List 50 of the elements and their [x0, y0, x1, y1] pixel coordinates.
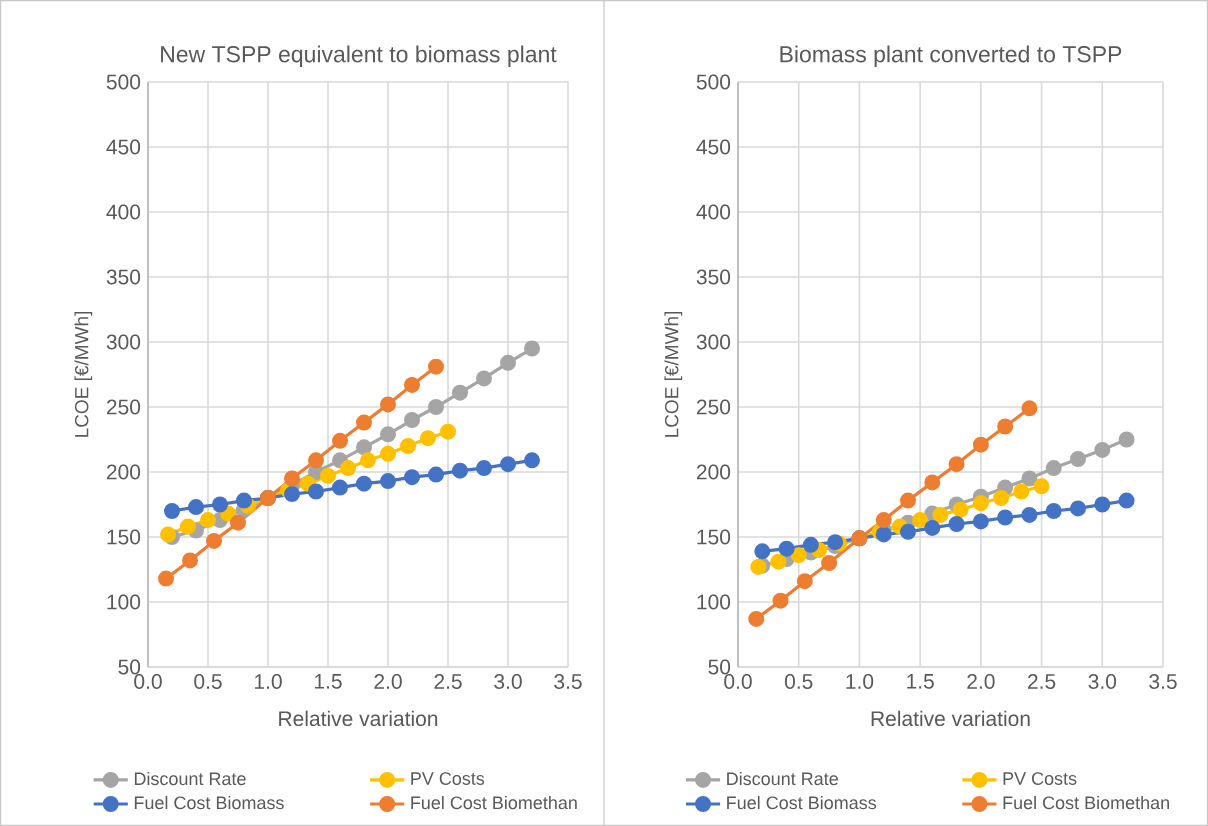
x-tick-label: 2.0 — [967, 674, 995, 689]
legend-label: Discount Rate — [134, 771, 246, 786]
y-axis-title: LCOE [€/MWh] — [664, 312, 683, 437]
y-tick-label: 250 — [106, 399, 141, 415]
legend-label: Fuel Cost Biomass — [134, 795, 284, 810]
y-tick-label: 350 — [106, 269, 141, 285]
y-tick-label: 500 — [696, 74, 731, 90]
x-tick-label: 1.5 — [315, 674, 342, 689]
y-tick-label: 300 — [696, 334, 731, 350]
chart-title: Biomass plant converted to TSPP — [780, 45, 1122, 67]
x-tick-label: 3.0 — [1088, 674, 1117, 689]
y-tick-label: 450 — [696, 139, 731, 155]
y-tick-label: 100 — [697, 594, 731, 610]
x-tick-label: 3.5 — [554, 674, 582, 689]
x-axis-title: Relative variation — [279, 710, 438, 727]
legend-label: Fuel Cost Biomethan — [411, 795, 577, 810]
y-tick-label: 500 — [106, 74, 141, 90]
y-tick-label: 150 — [697, 529, 731, 545]
x-tick-label: 0.5 — [194, 674, 222, 689]
x-tick-label: 2.0 — [374, 674, 402, 689]
y-tick-label: 400 — [696, 204, 731, 220]
y-tick-label: 300 — [106, 334, 141, 350]
x-axis-title: Relative variation — [871, 710, 1030, 727]
y-tick-label: 450 — [106, 139, 141, 155]
y-tick-label: 400 — [106, 204, 141, 220]
chart-title: New TSPP equivalent to biomass plant — [161, 45, 557, 67]
y-tick-label: 350 — [696, 269, 731, 285]
legend-label: Fuel Cost Biomethan — [1003, 795, 1169, 810]
x-tick-label: 1.5 — [907, 674, 934, 689]
x-tick-label: 3.5 — [1149, 674, 1177, 689]
y-tick-label: 200 — [696, 464, 731, 480]
y-tick-label: 200 — [106, 464, 141, 480]
x-tick-label: 3.0 — [494, 674, 522, 689]
x-tick-label: 2.5 — [1028, 674, 1056, 689]
x-tick-label: 0.5 — [784, 674, 813, 689]
y-tick-label: 50 — [708, 659, 731, 675]
x-tick-label: 1.0 — [846, 674, 874, 689]
y-axis-title: LCOE [€/MWh] — [74, 312, 93, 437]
y-tick-label: 150 — [107, 529, 141, 545]
legend-label: PV Costs — [411, 772, 485, 785]
legend-label: Fuel Cost Biomass — [727, 795, 877, 810]
legend-label: Discount Rate — [727, 771, 838, 786]
x-tick-label: 0.0 — [134, 674, 162, 689]
y-tick-label: 50 — [118, 659, 141, 675]
y-tick-label: 100 — [107, 594, 141, 610]
legend-label: PV Costs — [1003, 772, 1077, 785]
x-tick-label: 2.5 — [434, 674, 462, 689]
x-tick-label: 1.0 — [255, 674, 282, 689]
y-tick-label: 250 — [696, 399, 731, 415]
x-tick-label: 0.0 — [724, 674, 752, 689]
